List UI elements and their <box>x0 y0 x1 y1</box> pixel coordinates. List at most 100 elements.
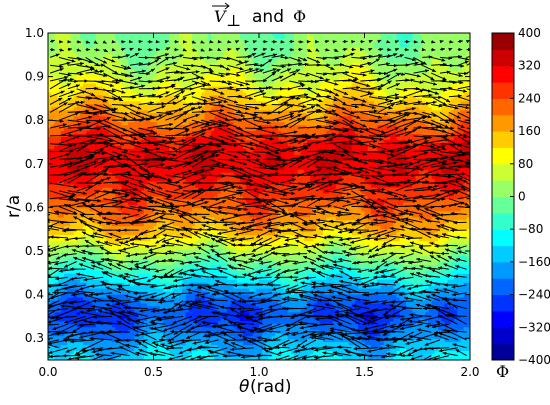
contour-cell <box>227 53 231 58</box>
contour-cell <box>463 47 468 52</box>
contour-cell <box>380 35 385 40</box>
contour-cell <box>108 65 113 70</box>
contour-cell <box>370 47 375 52</box>
contour-cell <box>48 47 52 52</box>
contour-cell <box>383 80 388 85</box>
contour-cell <box>268 65 273 70</box>
contour-cell <box>147 59 151 64</box>
contour-cell <box>274 53 279 58</box>
contour-cell <box>220 53 225 58</box>
contour-cell <box>207 44 212 49</box>
contour-cell <box>457 35 462 40</box>
contour-cell <box>89 74 94 79</box>
contour-cell <box>60 44 65 49</box>
contour-cell <box>377 80 382 85</box>
contour-cell <box>284 35 289 40</box>
contour-cell <box>188 74 193 79</box>
contour-cell <box>227 65 231 70</box>
contour-cell <box>425 77 430 82</box>
contour-cell <box>127 68 132 73</box>
contour-cell <box>143 89 148 94</box>
contour-cell <box>297 41 302 46</box>
contour-cell <box>140 89 145 94</box>
contour-cell <box>454 62 458 67</box>
contour-cell <box>316 65 321 70</box>
contour-cell <box>329 44 334 49</box>
contour-cell <box>367 77 372 82</box>
contour-cell <box>438 68 442 73</box>
contour-cell <box>131 56 135 61</box>
contour-cell <box>108 35 113 40</box>
contour-cell <box>262 59 266 64</box>
contour-cell <box>220 44 225 49</box>
contour-cell <box>399 65 404 70</box>
contour-cell <box>211 68 215 73</box>
contour-cell <box>105 71 110 76</box>
contour-cell <box>406 59 410 64</box>
contour-cell <box>348 83 353 88</box>
contour-cell <box>447 77 452 82</box>
contour-cell <box>246 80 251 85</box>
contour-cell <box>332 68 337 73</box>
contour-cell <box>399 68 404 73</box>
contour-cell <box>383 74 388 79</box>
contour-cell <box>287 38 292 43</box>
contour-cell <box>303 83 308 88</box>
contour-cell <box>153 41 158 46</box>
contour-cell <box>447 74 452 79</box>
contour-cell <box>271 41 276 46</box>
contour-cell <box>230 59 235 64</box>
contour-cell <box>415 35 420 40</box>
contour-cell <box>79 47 84 52</box>
contour-cell <box>134 65 139 70</box>
contour-cell <box>322 41 327 46</box>
contour-cell <box>67 38 71 43</box>
contour-cell <box>268 38 273 43</box>
contour-cell <box>63 80 68 85</box>
contour-cell <box>322 59 327 64</box>
contour-cell <box>428 71 433 76</box>
contour-cell <box>310 65 314 70</box>
contour-cell <box>434 77 439 82</box>
contour-cell <box>326 50 330 55</box>
contour-cell <box>185 53 190 58</box>
contour-cell <box>338 86 343 91</box>
contour-cell <box>89 80 94 85</box>
contour-cell <box>396 47 401 52</box>
contour-cell <box>259 47 263 52</box>
contour-cell <box>217 35 222 40</box>
contour-cell <box>76 65 81 70</box>
contour-cell <box>92 80 97 85</box>
contour-cell <box>159 50 164 55</box>
contour-cell <box>163 71 167 76</box>
contour-cell <box>338 47 343 52</box>
contour-cell <box>438 74 442 79</box>
contour-cell <box>172 80 177 85</box>
contour-cell <box>115 68 119 73</box>
contour-cell <box>425 47 430 52</box>
contour-cell <box>463 50 468 55</box>
contour-cell <box>188 80 193 85</box>
contour-cell <box>115 38 119 43</box>
contour-cell <box>447 38 452 43</box>
contour-cell <box>390 80 394 85</box>
contour-cell <box>351 33 356 37</box>
contour-cell <box>383 83 388 88</box>
contour-cell <box>86 50 91 55</box>
contour-cell <box>271 50 276 55</box>
contour-cell <box>450 86 455 91</box>
contour-cell <box>361 59 366 64</box>
contour-cell <box>137 68 142 73</box>
contour-cell <box>48 50 52 55</box>
contour-cell <box>60 86 65 91</box>
contour-cell <box>118 71 123 76</box>
contour-cell <box>450 68 455 73</box>
contour-cell <box>358 59 362 64</box>
contour-cell <box>431 56 436 61</box>
contour-cell <box>386 71 391 76</box>
contour-cell <box>48 65 52 70</box>
contour-cell <box>393 47 398 52</box>
contour-cell <box>182 77 187 82</box>
contour-cell <box>450 53 455 58</box>
contour-cell <box>131 47 135 52</box>
